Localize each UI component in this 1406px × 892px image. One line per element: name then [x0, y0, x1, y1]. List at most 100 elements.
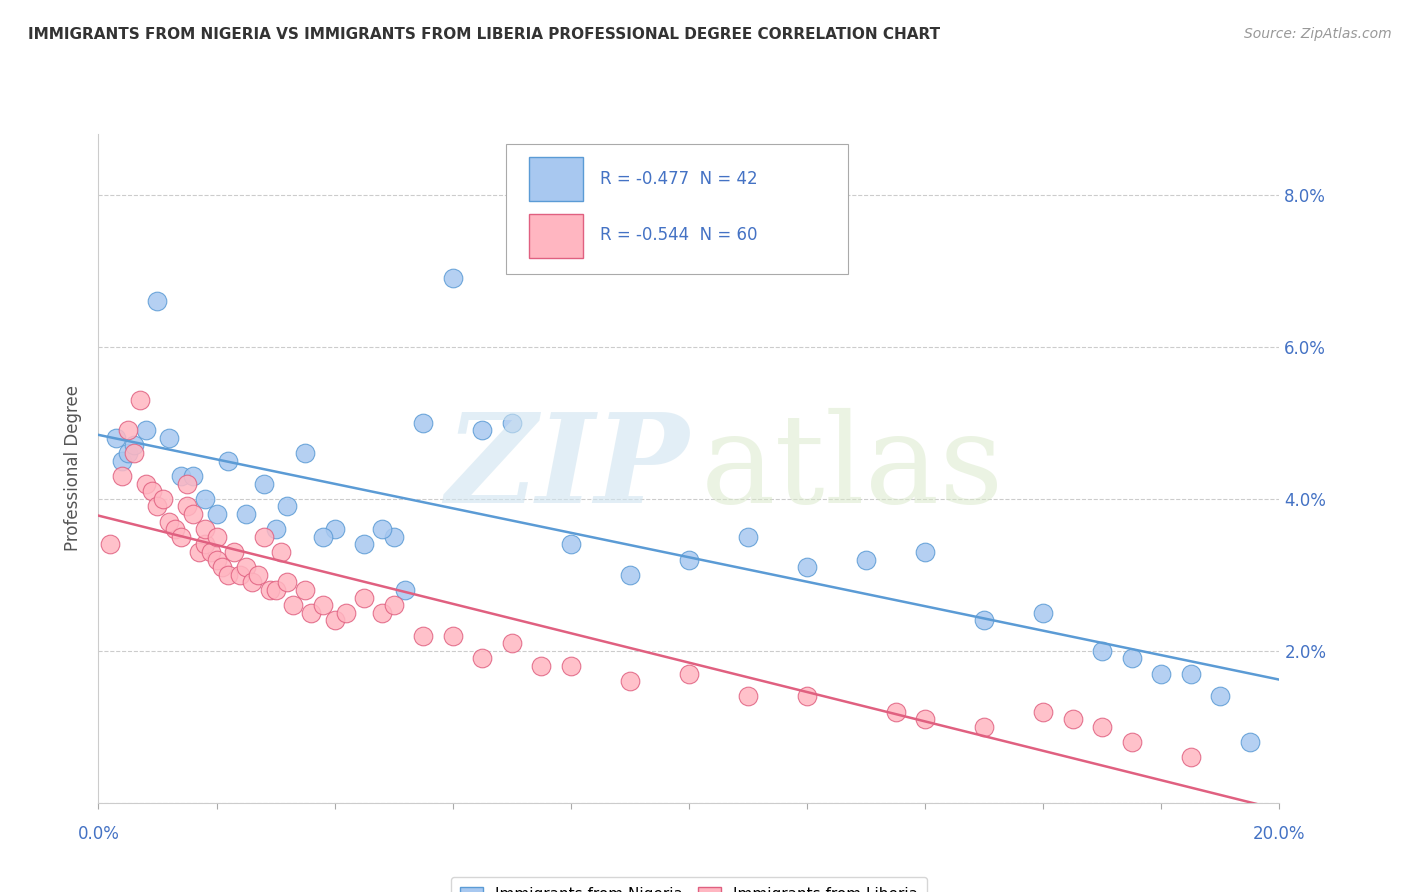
Point — [1180, 750, 1202, 764]
Point — [1239, 735, 1261, 749]
Point — [111, 453, 134, 467]
Point — [1032, 705, 1054, 719]
Point — [117, 446, 139, 460]
Point — [152, 491, 174, 506]
Point — [678, 552, 700, 566]
Point — [412, 416, 434, 430]
Point — [170, 530, 193, 544]
Point — [157, 431, 180, 445]
Point — [914, 712, 936, 726]
Text: R = -0.477  N = 42: R = -0.477 N = 42 — [600, 170, 758, 188]
Point — [181, 507, 204, 521]
Point — [122, 438, 145, 452]
Point — [211, 560, 233, 574]
Point — [165, 522, 187, 536]
Point — [737, 530, 759, 544]
Point — [246, 567, 269, 582]
Point — [187, 545, 209, 559]
Point — [200, 545, 222, 559]
Point — [371, 522, 394, 536]
Point — [796, 560, 818, 574]
Point — [98, 537, 121, 551]
Point — [205, 507, 228, 521]
Text: Source: ZipAtlas.com: Source: ZipAtlas.com — [1244, 27, 1392, 41]
Point — [283, 598, 305, 612]
Point — [973, 613, 995, 627]
FancyBboxPatch shape — [506, 144, 848, 275]
Point — [471, 423, 494, 437]
Point — [619, 674, 641, 689]
Point — [471, 651, 494, 665]
Point — [276, 500, 298, 514]
Point — [1032, 606, 1054, 620]
Y-axis label: Professional Degree: Professional Degree — [65, 385, 83, 551]
Point — [217, 567, 239, 582]
Point — [1121, 651, 1143, 665]
Point — [382, 530, 405, 544]
Point — [501, 636, 523, 650]
Point — [441, 628, 464, 642]
Point — [217, 453, 239, 467]
Point — [253, 476, 276, 491]
Point — [253, 530, 276, 544]
Point — [229, 567, 252, 582]
Point — [1121, 735, 1143, 749]
Point — [294, 582, 316, 597]
Point — [884, 705, 907, 719]
Point — [737, 690, 759, 704]
Point — [1150, 666, 1173, 681]
Point — [501, 416, 523, 430]
Point — [117, 423, 139, 437]
Point — [135, 423, 157, 437]
Point — [1091, 720, 1114, 734]
Point — [323, 522, 346, 536]
Point — [205, 530, 228, 544]
Point — [194, 522, 217, 536]
Point — [560, 659, 582, 673]
Point — [176, 500, 198, 514]
Point — [973, 720, 995, 734]
Point — [312, 530, 335, 544]
Point — [914, 545, 936, 559]
Point — [128, 392, 150, 407]
Point — [1209, 690, 1232, 704]
Point — [259, 582, 281, 597]
Point — [619, 567, 641, 582]
Point — [170, 469, 193, 483]
Point — [135, 476, 157, 491]
Point — [530, 659, 553, 673]
Text: ZIP: ZIP — [446, 408, 689, 529]
Point — [264, 582, 287, 597]
Point — [122, 446, 145, 460]
Point — [146, 500, 169, 514]
Point — [441, 271, 464, 285]
Point — [294, 446, 316, 460]
Point — [205, 552, 228, 566]
Point — [299, 606, 322, 620]
Point — [678, 666, 700, 681]
Point — [240, 575, 263, 590]
FancyBboxPatch shape — [530, 157, 582, 201]
Text: atlas: atlas — [700, 408, 1004, 529]
Text: IMMIGRANTS FROM NIGERIA VS IMMIGRANTS FROM LIBERIA PROFESSIONAL DEGREE CORRELATI: IMMIGRANTS FROM NIGERIA VS IMMIGRANTS FR… — [28, 27, 941, 42]
Point — [855, 552, 877, 566]
Point — [353, 591, 375, 605]
Point — [394, 582, 416, 597]
Point — [312, 598, 335, 612]
FancyBboxPatch shape — [530, 214, 582, 258]
Point — [560, 537, 582, 551]
Point — [1180, 666, 1202, 681]
Text: 0.0%: 0.0% — [77, 825, 120, 843]
Point — [157, 515, 180, 529]
Point — [276, 575, 298, 590]
Point — [353, 537, 375, 551]
Point — [224, 545, 246, 559]
Point — [194, 537, 217, 551]
Point — [371, 606, 394, 620]
Point — [323, 613, 346, 627]
Point — [1062, 712, 1084, 726]
Point — [382, 598, 405, 612]
Point — [1091, 644, 1114, 658]
Point — [111, 469, 134, 483]
Point — [105, 431, 128, 445]
